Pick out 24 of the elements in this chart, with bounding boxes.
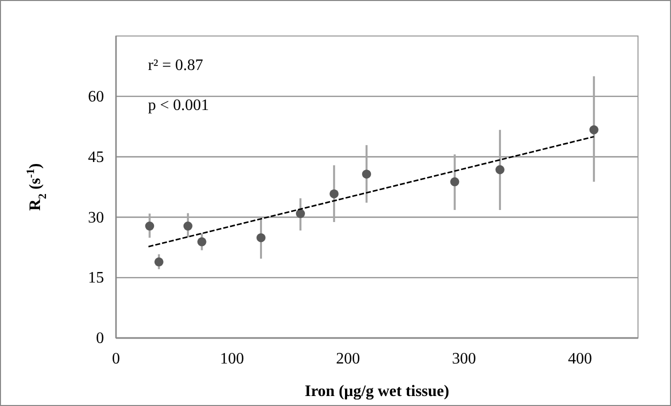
y-tick-label: 45 bbox=[88, 148, 104, 166]
point bbox=[330, 189, 339, 198]
x-tick-label: 200 bbox=[336, 350, 360, 368]
point bbox=[450, 177, 460, 186]
y-tick-label: 30 bbox=[88, 209, 104, 226]
point bbox=[495, 165, 504, 174]
x-tick-label: 100 bbox=[220, 350, 244, 368]
y-tick-label: 60 bbox=[88, 88, 104, 106]
x-axis-title: Iron (µg/g wet tissue) bbox=[304, 383, 450, 400]
point bbox=[154, 257, 164, 266]
point bbox=[197, 237, 206, 246]
x-tick-label: 300 bbox=[452, 350, 476, 368]
annotation: p < 0.001 bbox=[148, 97, 210, 114]
y-tick-label: 0 bbox=[96, 330, 104, 348]
x-tick-label: 400 bbox=[568, 350, 592, 368]
point bbox=[256, 233, 266, 242]
point bbox=[183, 222, 192, 231]
point bbox=[362, 170, 372, 179]
y-tick-label: 15 bbox=[88, 270, 104, 287]
point bbox=[296, 209, 305, 218]
x-tick-label: 0 bbox=[112, 350, 120, 368]
point bbox=[145, 222, 154, 231]
point bbox=[589, 125, 598, 134]
annotation: r² = 0.87 bbox=[148, 57, 204, 74]
